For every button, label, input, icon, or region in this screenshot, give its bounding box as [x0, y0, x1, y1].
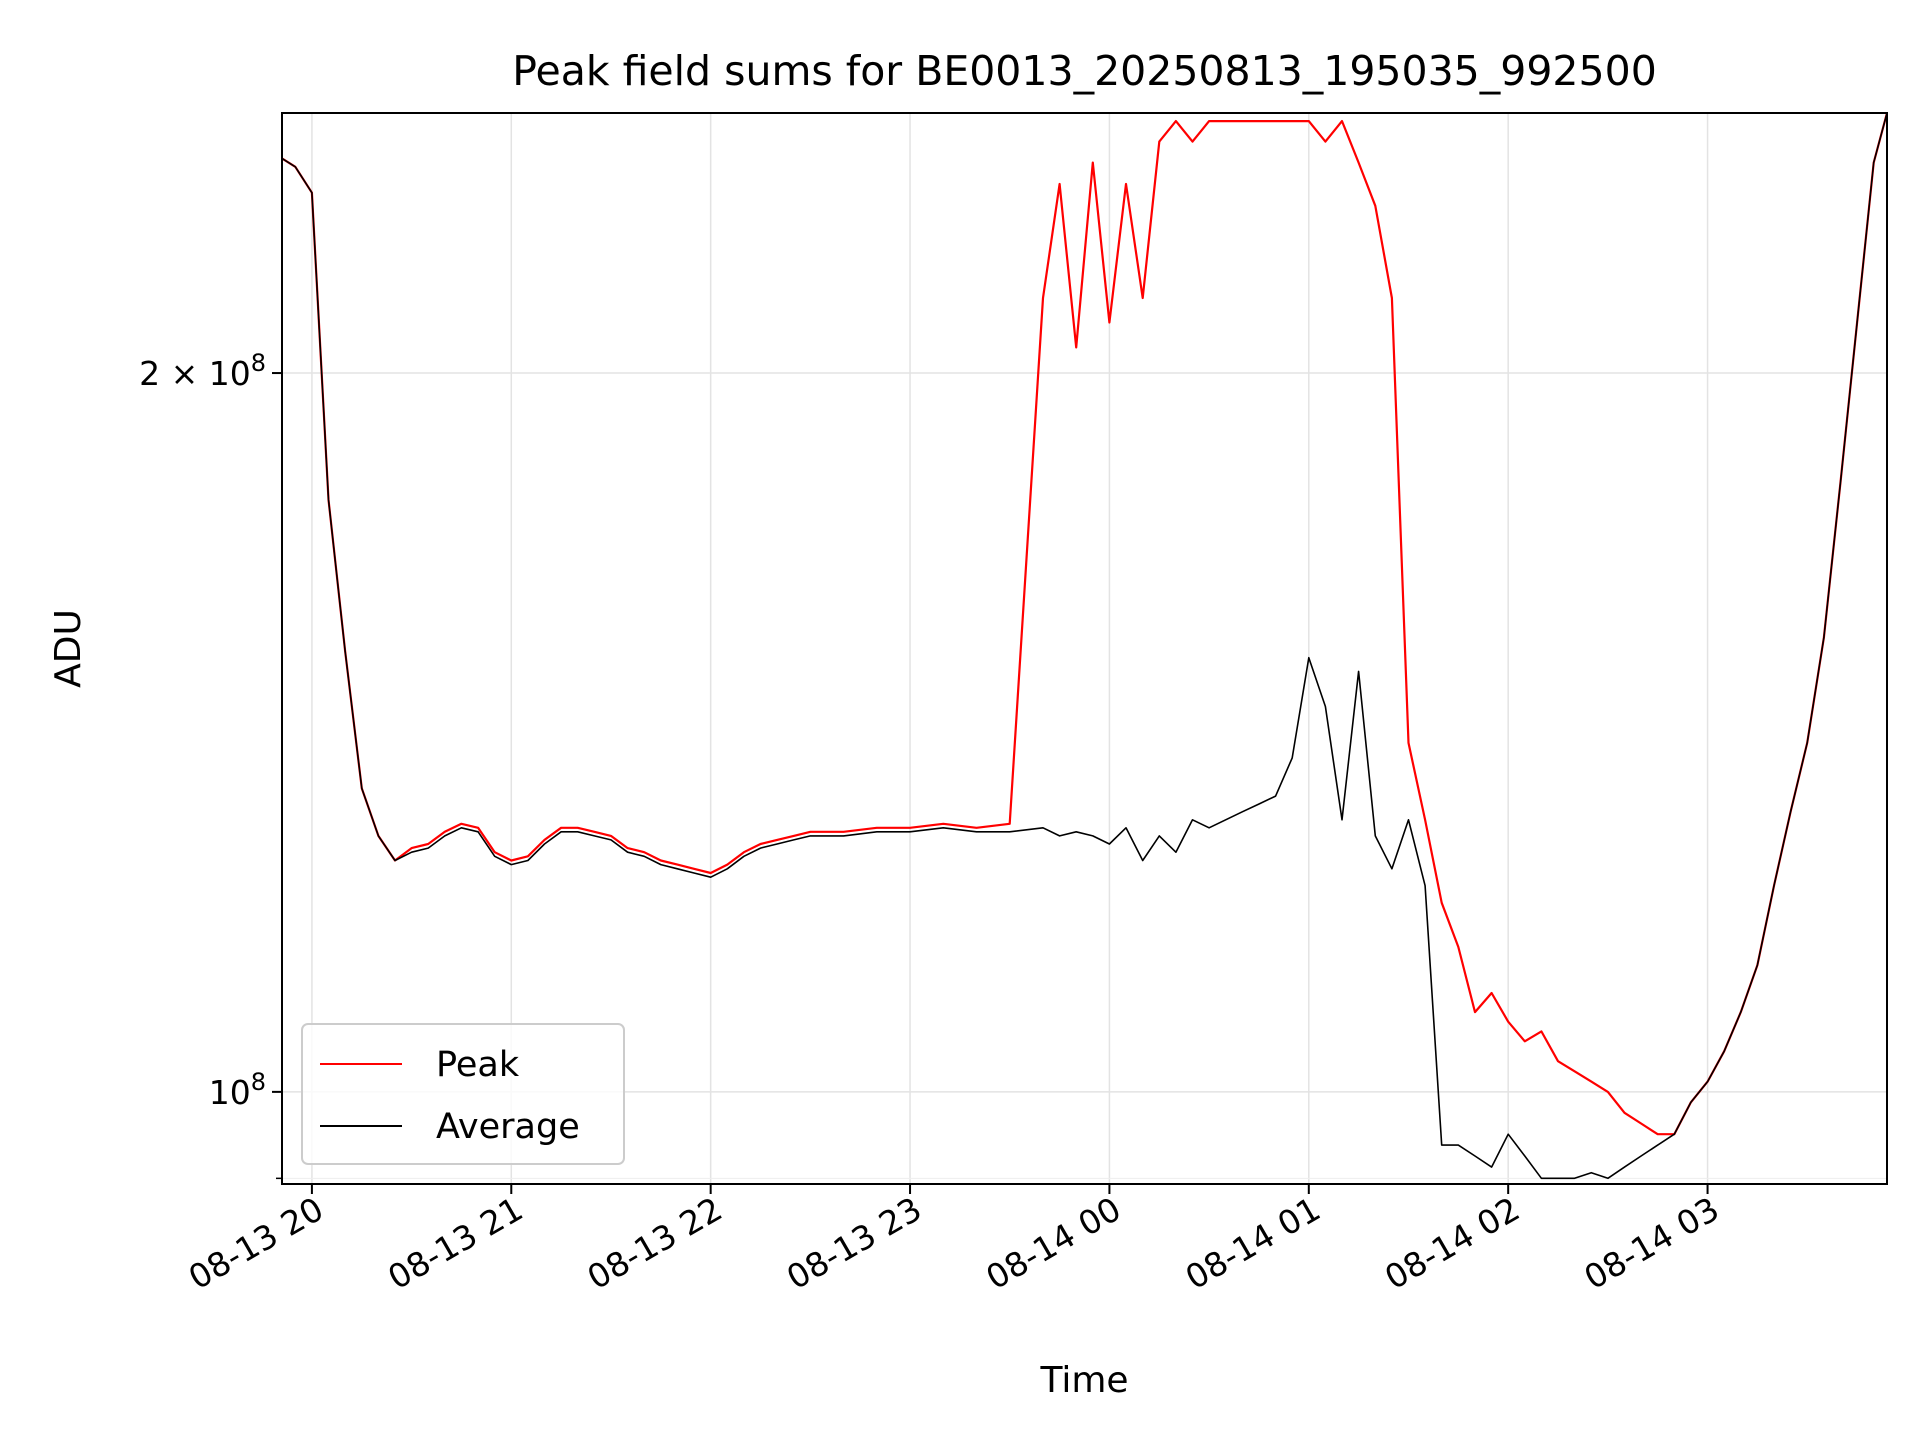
series-line-peak: [281, 112, 1889, 1136]
grid: [282, 113, 1887, 1184]
series-layer: [281, 112, 1889, 1180]
chart-title: Peak field sums for BE0013_20250813_1950…: [512, 47, 1657, 95]
x-tick-label: 08-13 21: [381, 1189, 529, 1297]
x-tick-label: 08-14 03: [1578, 1189, 1726, 1297]
x-tick-label: 08-14 01: [1179, 1189, 1327, 1297]
y-tick-label: 2 × 108: [139, 349, 266, 393]
legend-box: [301, 1023, 625, 1165]
x-tick-label: 08-13 20: [182, 1189, 330, 1297]
x-tick-label: 08-13 22: [581, 1189, 729, 1297]
x-tick-label: 08-14 00: [979, 1189, 1127, 1297]
series-line-average: [281, 112, 1888, 1180]
plot-frame: [281, 112, 1888, 1185]
x-tick-label: 08-13 23: [780, 1189, 928, 1297]
legend-average-label: Average: [436, 1107, 580, 1147]
y-tick-label: 108: [209, 1068, 266, 1112]
legend-peak-label: Peak: [436, 1045, 520, 1085]
legend: Peak Average: [301, 1023, 625, 1165]
x-tick-label: 08-14 02: [1378, 1189, 1526, 1297]
x-axis-label: Time: [1039, 1360, 1128, 1401]
y-axis-label: ADU: [48, 609, 89, 688]
